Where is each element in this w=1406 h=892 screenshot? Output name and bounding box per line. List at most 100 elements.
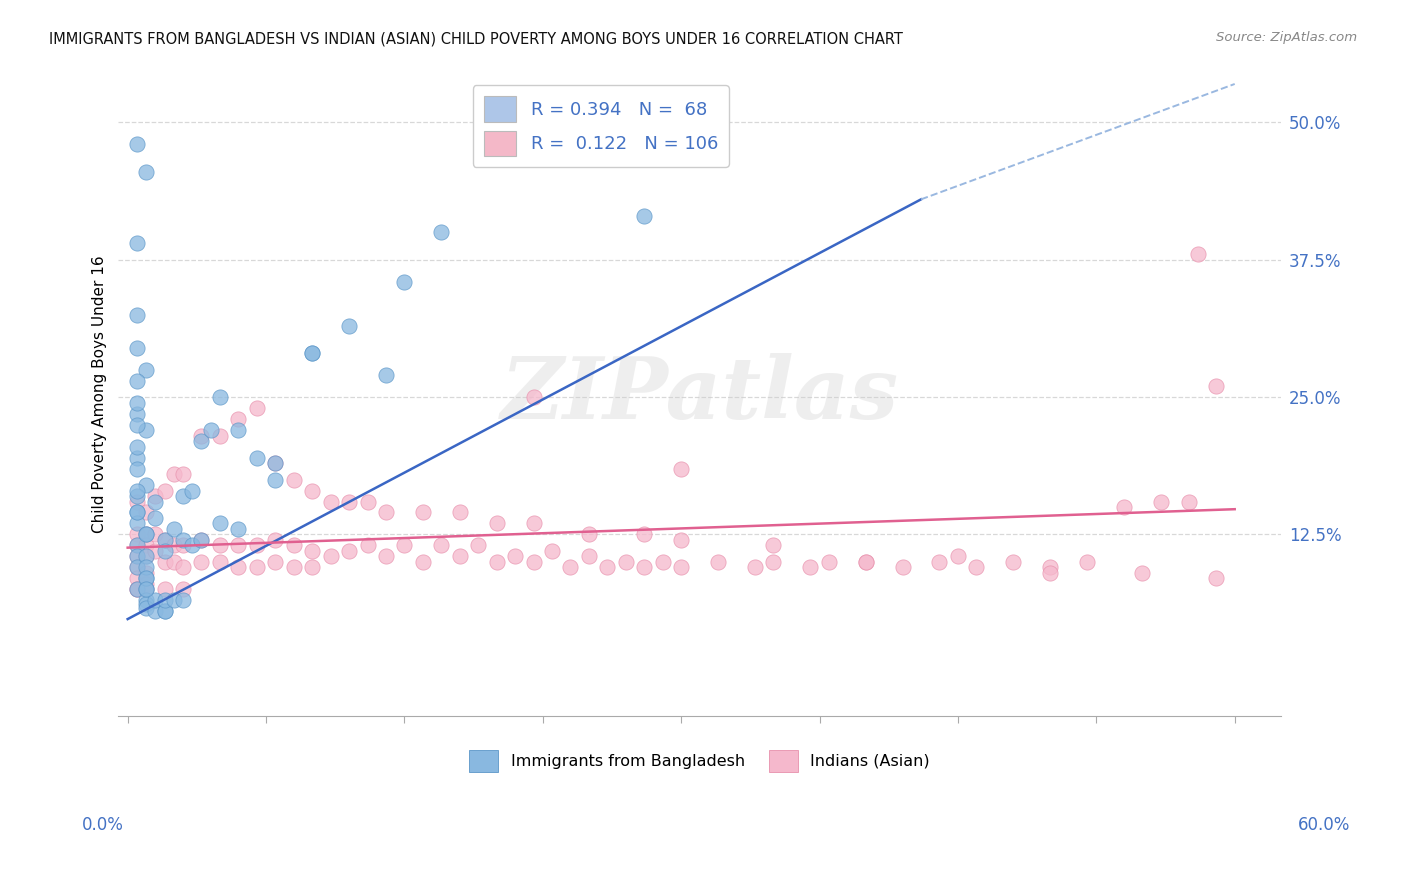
- Point: [125, 374, 148, 388]
- Point: [172, 593, 194, 607]
- Point: [125, 407, 148, 421]
- Point: [707, 555, 730, 569]
- Point: [125, 395, 148, 409]
- Point: [135, 549, 157, 564]
- Point: [264, 473, 287, 487]
- Point: [633, 527, 655, 541]
- Point: [283, 539, 305, 553]
- Point: [125, 560, 148, 574]
- Point: [855, 555, 877, 569]
- Point: [744, 560, 766, 574]
- Point: [669, 461, 692, 475]
- Point: [1076, 555, 1098, 569]
- Point: [135, 527, 157, 541]
- Point: [125, 582, 148, 597]
- Point: [181, 539, 204, 553]
- Point: [135, 527, 157, 541]
- Point: [125, 539, 148, 553]
- Point: [143, 604, 166, 618]
- Point: [125, 582, 148, 597]
- Point: [1150, 494, 1173, 508]
- Point: [135, 601, 157, 615]
- Point: [125, 236, 148, 251]
- Point: [125, 560, 148, 574]
- Point: [337, 318, 360, 333]
- Point: [669, 533, 692, 547]
- Point: [375, 368, 398, 383]
- Point: [614, 555, 637, 569]
- Point: [153, 483, 176, 498]
- Point: [153, 593, 176, 607]
- Point: [855, 555, 877, 569]
- Point: [125, 506, 148, 520]
- Point: [578, 527, 600, 541]
- Point: [394, 275, 416, 289]
- Point: [246, 539, 269, 553]
- Point: [135, 560, 157, 574]
- Point: [125, 582, 148, 597]
- Point: [181, 483, 204, 498]
- Point: [1177, 494, 1199, 508]
- Point: [578, 549, 600, 564]
- Point: [125, 516, 148, 531]
- Point: [200, 423, 222, 437]
- Point: [135, 506, 157, 520]
- Point: [172, 560, 194, 574]
- Point: [928, 555, 950, 569]
- Point: [190, 533, 212, 547]
- Point: [125, 489, 148, 503]
- Point: [125, 450, 148, 465]
- Point: [153, 544, 176, 558]
- Point: [172, 539, 194, 553]
- Point: [125, 539, 148, 553]
- Point: [135, 571, 157, 585]
- Point: [283, 473, 305, 487]
- Point: [125, 494, 148, 508]
- Point: [153, 533, 176, 547]
- Point: [1205, 571, 1227, 585]
- Point: [246, 560, 269, 574]
- Point: [264, 456, 287, 470]
- Point: [190, 555, 212, 569]
- Point: [163, 467, 186, 481]
- Point: [153, 582, 176, 597]
- Point: [651, 555, 673, 569]
- Point: [283, 560, 305, 574]
- Point: [560, 560, 582, 574]
- Point: [817, 555, 839, 569]
- Point: [135, 571, 157, 585]
- Text: Source: ZipAtlas.com: Source: ZipAtlas.com: [1216, 31, 1357, 45]
- Point: [125, 417, 148, 432]
- Point: [163, 539, 186, 553]
- Point: [633, 560, 655, 574]
- Point: [125, 549, 148, 564]
- Point: [485, 555, 508, 569]
- Point: [208, 555, 231, 569]
- Point: [301, 483, 323, 498]
- Point: [523, 516, 546, 531]
- Point: [228, 412, 250, 426]
- Point: [375, 506, 398, 520]
- Point: [125, 483, 148, 498]
- Point: [449, 506, 471, 520]
- Point: [301, 346, 323, 360]
- Point: [190, 434, 212, 448]
- Point: [523, 555, 546, 569]
- Point: [172, 533, 194, 547]
- Point: [163, 555, 186, 569]
- Point: [1039, 560, 1062, 574]
- Point: [135, 566, 157, 580]
- Point: [125, 461, 148, 475]
- Point: [1187, 247, 1209, 261]
- Point: [135, 527, 157, 541]
- Point: [125, 341, 148, 355]
- Point: [430, 225, 453, 239]
- Point: [301, 544, 323, 558]
- Point: [143, 527, 166, 541]
- Point: [125, 549, 148, 564]
- Point: [125, 571, 148, 585]
- Point: [143, 494, 166, 508]
- Text: 60.0%: 60.0%: [1298, 816, 1351, 834]
- Point: [1002, 555, 1025, 569]
- Point: [228, 539, 250, 553]
